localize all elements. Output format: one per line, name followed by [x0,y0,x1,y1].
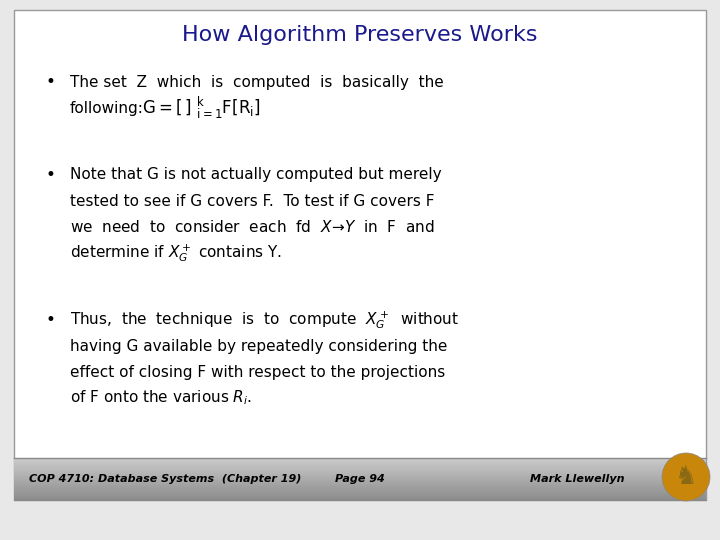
Bar [14,471,706,472]
Bar [14,476,706,477]
Bar [14,497,706,498]
Bar [14,495,706,496]
Bar [14,485,706,487]
Bar [14,458,706,459]
Text: effect of closing F with respect to the projections: effect of closing F with respect to the … [70,364,445,380]
Text: $\mathsf{G = [\,]\ {}^k_{i=1}F[R_i]}$: $\mathsf{G = [\,]\ {}^k_{i=1}F[R_i]}$ [142,95,261,121]
Bar [14,481,706,482]
Bar [14,479,706,480]
Text: determine if $X_G^+$ contains Y.: determine if $X_G^+$ contains Y. [70,242,282,264]
Bar [14,482,706,483]
Text: Note that G is not actually computed but merely: Note that G is not actually computed but… [70,167,441,183]
Bar [14,488,706,489]
Bar [14,487,706,488]
Bar [14,478,706,479]
Text: Thus,  the  technique  is  to  compute  $X_G^+$  without: Thus, the technique is to compute $X_G^+… [70,309,459,331]
Bar [14,494,706,495]
Bar [14,474,706,475]
Bar [14,489,706,490]
Bar [14,470,706,471]
Bar [14,468,706,469]
Text: we  need  to  consider  each  fd  $X\!\rightarrow\!Y$  in  F  and: we need to consider each fd $X\!\rightar… [70,219,435,235]
Bar [14,461,706,462]
Bar [14,467,706,468]
Bar [14,463,706,464]
Text: following:: following: [70,100,144,116]
Text: •: • [45,166,55,184]
Bar [14,499,706,500]
Text: COP 4710: Database Systems  (Chapter 19): COP 4710: Database Systems (Chapter 19) [29,474,302,484]
Bar [14,462,706,463]
Bar [14,480,706,481]
Text: ♞: ♞ [675,465,697,489]
Bar [14,484,706,485]
Text: •: • [45,73,55,91]
Text: How Algorithm Preserves Works: How Algorithm Preserves Works [182,25,538,45]
Bar [14,460,706,461]
Circle shape [662,453,710,501]
Text: having G available by repeatedly considering the: having G available by repeatedly conside… [70,339,447,354]
Bar [14,483,706,484]
Text: Mark Llewellyn: Mark Llewellyn [530,474,624,484]
Bar [14,491,706,492]
Text: tested to see if G covers F.  To test if G covers F: tested to see if G covers F. To test if … [70,193,434,208]
Bar [14,459,706,460]
Bar [14,492,706,494]
Text: The set  Z  which  is  computed  is  basically  the: The set Z which is computed is basically… [70,75,444,90]
Bar [14,464,706,465]
Bar [14,472,706,474]
Bar [14,496,706,497]
Bar [14,490,706,491]
Bar [14,477,706,478]
Text: •: • [45,311,55,329]
Text: of F onto the various $R_i$.: of F onto the various $R_i$. [70,389,252,407]
Bar [14,498,706,499]
Bar [14,465,706,467]
Bar [14,475,706,476]
Bar [14,469,706,470]
Text: Page 94: Page 94 [335,474,385,484]
